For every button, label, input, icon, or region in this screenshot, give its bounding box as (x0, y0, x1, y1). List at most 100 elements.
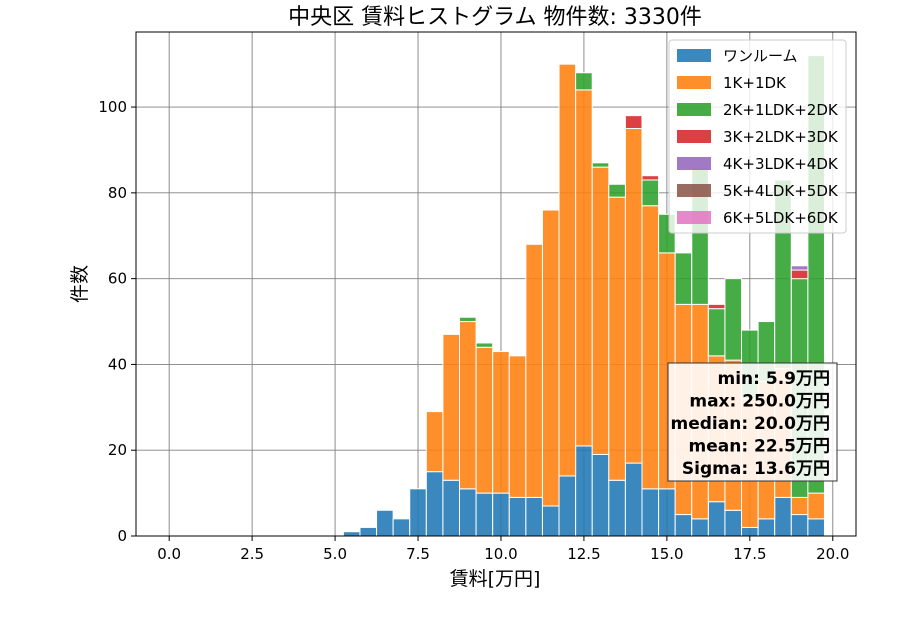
bar-segment-2 (608, 196, 626, 481)
x-axis-label: 賃料[万円] (450, 568, 541, 590)
x-tick-label: 17.5 (733, 545, 766, 563)
x-tick-label: 12.5 (567, 545, 600, 563)
x-tick-label: 5.0 (323, 545, 347, 563)
bar-segment-1 (541, 505, 560, 537)
y-tick-label: 100 (98, 98, 127, 116)
legend: ワンルーム 1K+1DK 2K+1LDK+2DK 3K+2LDK+3DK 4K+3LDK… (668, 39, 847, 234)
stats-mean: mean: 22.5万円 (689, 437, 830, 457)
legend-swatch (677, 157, 711, 170)
bar-segment-1 (790, 514, 809, 537)
bar-segment-5 (790, 265, 809, 271)
bar-segment-1 (508, 496, 527, 537)
bar-segment-1 (558, 475, 577, 537)
x-tick-label: 0.0 (157, 545, 181, 563)
bar-segment-2 (508, 355, 527, 498)
stats-median: median: 20.0万円 (671, 414, 830, 434)
bar-segment-1 (342, 531, 361, 537)
bar-segment-1 (774, 496, 792, 537)
bar-segment-2 (541, 209, 560, 507)
y-tick-label: 40 (108, 355, 127, 373)
bar-segment-3 (459, 316, 477, 323)
bar-segment-3 (707, 308, 726, 357)
bar-segment-1 (425, 471, 444, 537)
bar-segment-1 (409, 488, 427, 537)
bar-segment-1 (707, 501, 726, 537)
bar-segment-1 (475, 492, 494, 537)
bar-segment-1 (359, 526, 378, 537)
bar-segment-2 (790, 496, 809, 516)
bar-segment-2 (807, 492, 825, 520)
bar-segment-2 (558, 63, 577, 477)
bar-segment-2 (641, 205, 660, 490)
bar-segment-3 (475, 342, 494, 348)
bar-segment-1 (807, 518, 825, 537)
y-tick-label: 20 (108, 441, 127, 459)
bar-segment-1 (392, 518, 411, 537)
bar-segment-1 (624, 462, 643, 537)
bar-segment-1 (658, 488, 676, 537)
bar-segment-2 (624, 128, 643, 464)
bar-segment-1 (459, 488, 477, 537)
stats-sigma: Sigma: 13.6万円 (682, 459, 830, 479)
legend-label: 4K+3LDK+4DK (723, 155, 839, 173)
bar-segment-2 (459, 321, 477, 490)
bar-segment-1 (442, 479, 461, 537)
legend-swatch (677, 184, 711, 197)
x-tick-label: 15.0 (650, 545, 683, 563)
y-axis-label: 件数 (69, 265, 91, 303)
plot-area: 0.0 2.5 5.0 7.5 10.0 12.5 15.0 17.5 20.0 0 20 40 60 8… (98, 31, 857, 563)
bar-segment-3 (641, 179, 660, 207)
legend-label: 6K+5LDK+6DK (723, 209, 839, 227)
bar-segment-4 (624, 115, 643, 130)
bar-segment-1 (575, 445, 593, 537)
bar-segment-4 (790, 269, 809, 280)
bar-segment-1 (724, 509, 743, 537)
legend-label: 2K+1LDK+2DK (723, 101, 839, 119)
legend-swatch (677, 49, 711, 62)
legend-swatch (677, 130, 711, 143)
x-tick-label: 7.5 (406, 545, 430, 563)
bar-segment-2 (525, 243, 543, 498)
legend-swatch (677, 76, 711, 89)
legend-swatch (677, 103, 711, 116)
bar-segment-1 (525, 496, 543, 537)
legend-label: ワンルーム (723, 47, 798, 65)
y-tick-label: 0 (117, 527, 127, 545)
stats-max: max: 250.0万円 (689, 392, 830, 412)
bar-segment-3 (591, 162, 610, 168)
x-tick-label: 10.0 (484, 545, 517, 563)
y-tick-label: 80 (108, 184, 127, 202)
bar-segment-1 (591, 454, 610, 537)
stats-box-frame (667, 362, 838, 482)
bar-segment-2 (425, 411, 444, 473)
bar-segment-3 (575, 72, 593, 91)
bar-segment-2 (575, 89, 593, 447)
chart-title: 中央区 賃料ヒストグラム 物件数: 3330件 (288, 5, 702, 30)
bar-segment-2 (591, 166, 610, 456)
bar-segment-1 (757, 518, 776, 537)
bar-segment-1 (691, 518, 709, 537)
bar-segment-4 (707, 303, 726, 310)
bar-segment-1 (608, 479, 626, 537)
legend-swatch (677, 211, 711, 224)
x-tick-label: 20.0 (816, 545, 849, 563)
bar-segment-3 (724, 278, 743, 361)
plot-frame (135, 31, 857, 537)
bar-segment-2 (492, 351, 510, 494)
bar-segment-3 (674, 252, 693, 305)
bar-segment-1 (376, 509, 394, 537)
bar-segment-3 (608, 183, 626, 198)
y-tick-label: 60 (108, 270, 127, 288)
bar-segment-2 (475, 346, 494, 494)
bar-segment-1 (492, 492, 510, 537)
bar-segment-1 (741, 526, 759, 537)
legend-label: 3K+2LDK+3DK (723, 128, 839, 146)
legend-label: 1K+1DK (723, 74, 787, 92)
stats-min: min: 5.9万円 (718, 369, 830, 389)
bar-segment-2 (442, 333, 461, 481)
bar-segment-4 (641, 175, 660, 181)
bar-segment-1 (674, 514, 693, 537)
